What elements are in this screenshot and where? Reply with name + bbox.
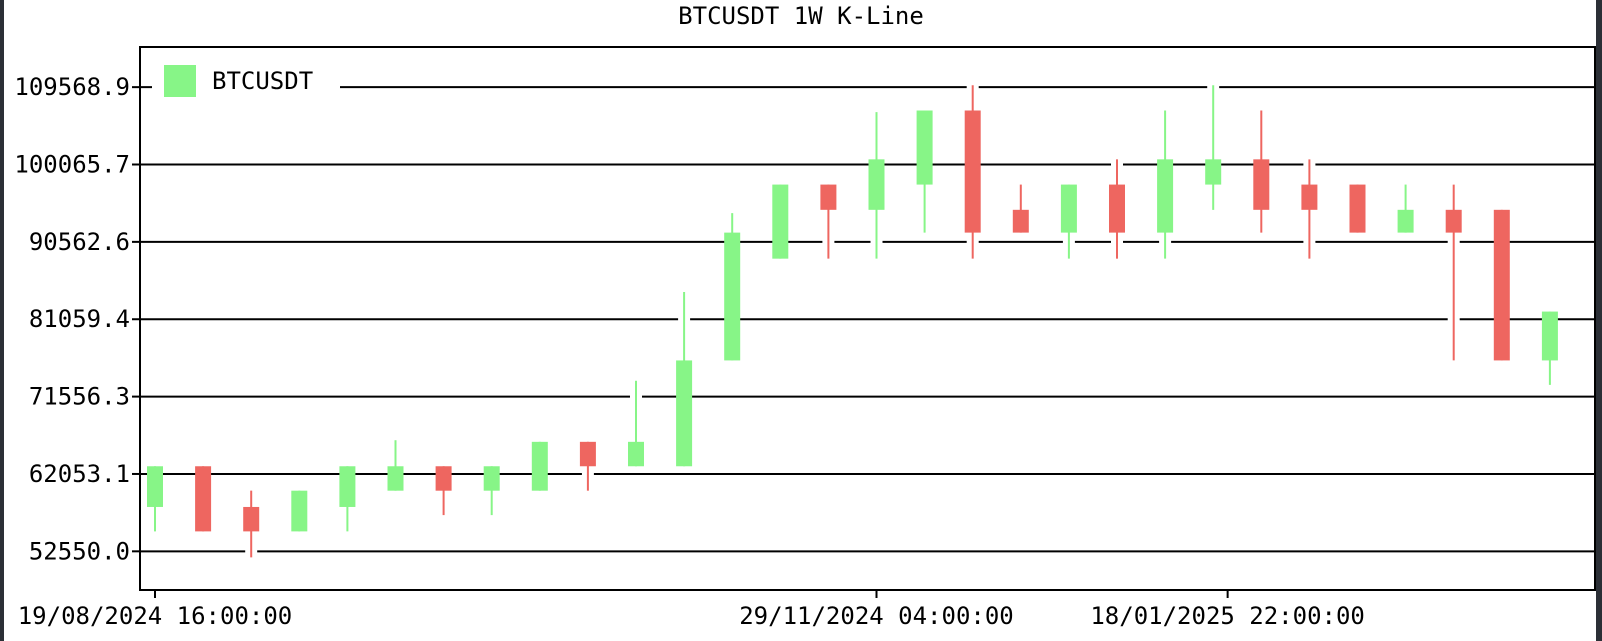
candle-body bbox=[435, 466, 452, 491]
y-tick-label: 62053.1 bbox=[29, 460, 130, 488]
candle-body bbox=[195, 466, 212, 532]
candle-body bbox=[531, 441, 548, 491]
candle-body bbox=[628, 441, 644, 467]
y-tick-label: 90562.6 bbox=[29, 228, 130, 256]
candle-body bbox=[1012, 209, 1029, 233]
y-tick-label: 100065.7 bbox=[14, 151, 130, 179]
plot-area-border bbox=[139, 46, 1596, 591]
candle-body bbox=[291, 490, 308, 532]
legend-label: BTCUSDT bbox=[212, 67, 313, 95]
candle-body bbox=[676, 360, 693, 467]
candle-body bbox=[483, 466, 500, 491]
candle-body bbox=[868, 159, 885, 210]
candle-body bbox=[1157, 159, 1174, 233]
candle-body bbox=[579, 441, 596, 467]
candle-body bbox=[1301, 184, 1318, 210]
x-tick-label: 18/01/2025 22:00:00 bbox=[1090, 602, 1365, 630]
y-tick-label: 81059.4 bbox=[29, 305, 130, 333]
candle-body bbox=[1493, 209, 1510, 361]
y-tick-label: 109568.9 bbox=[14, 73, 130, 101]
candle-body bbox=[243, 506, 260, 532]
y-tick-label: 71556.3 bbox=[29, 383, 130, 411]
candle-body bbox=[772, 184, 789, 259]
candle-body bbox=[387, 466, 404, 491]
candle-body bbox=[964, 110, 981, 233]
candle-body bbox=[147, 466, 163, 507]
chart-title: BTCUSDT 1W K-Line bbox=[678, 2, 924, 30]
legend-swatch bbox=[164, 65, 196, 97]
candle-body bbox=[339, 466, 356, 507]
window-right-edge bbox=[1596, 0, 1602, 641]
candle-body bbox=[724, 232, 741, 361]
candle-body bbox=[1541, 311, 1558, 361]
candle-body bbox=[916, 110, 933, 185]
candle-body bbox=[1253, 159, 1270, 210]
x-tick-label: 19/08/2024 16:00:00 bbox=[18, 602, 293, 630]
candle-body bbox=[1109, 184, 1125, 233]
candle-body bbox=[1060, 184, 1077, 233]
candle-body bbox=[1349, 184, 1366, 233]
candle-body bbox=[1205, 159, 1222, 185]
candle-body bbox=[1397, 209, 1414, 233]
window-left-edge bbox=[0, 0, 4, 641]
candle-body bbox=[1445, 209, 1462, 233]
y-tick-label: 52550.0 bbox=[29, 537, 130, 565]
x-tick-label: 29/11/2024 04:00:00 bbox=[739, 602, 1014, 630]
candle-body bbox=[820, 184, 837, 210]
